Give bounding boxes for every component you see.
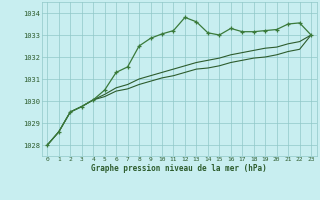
X-axis label: Graphe pression niveau de la mer (hPa): Graphe pression niveau de la mer (hPa) <box>91 164 267 173</box>
